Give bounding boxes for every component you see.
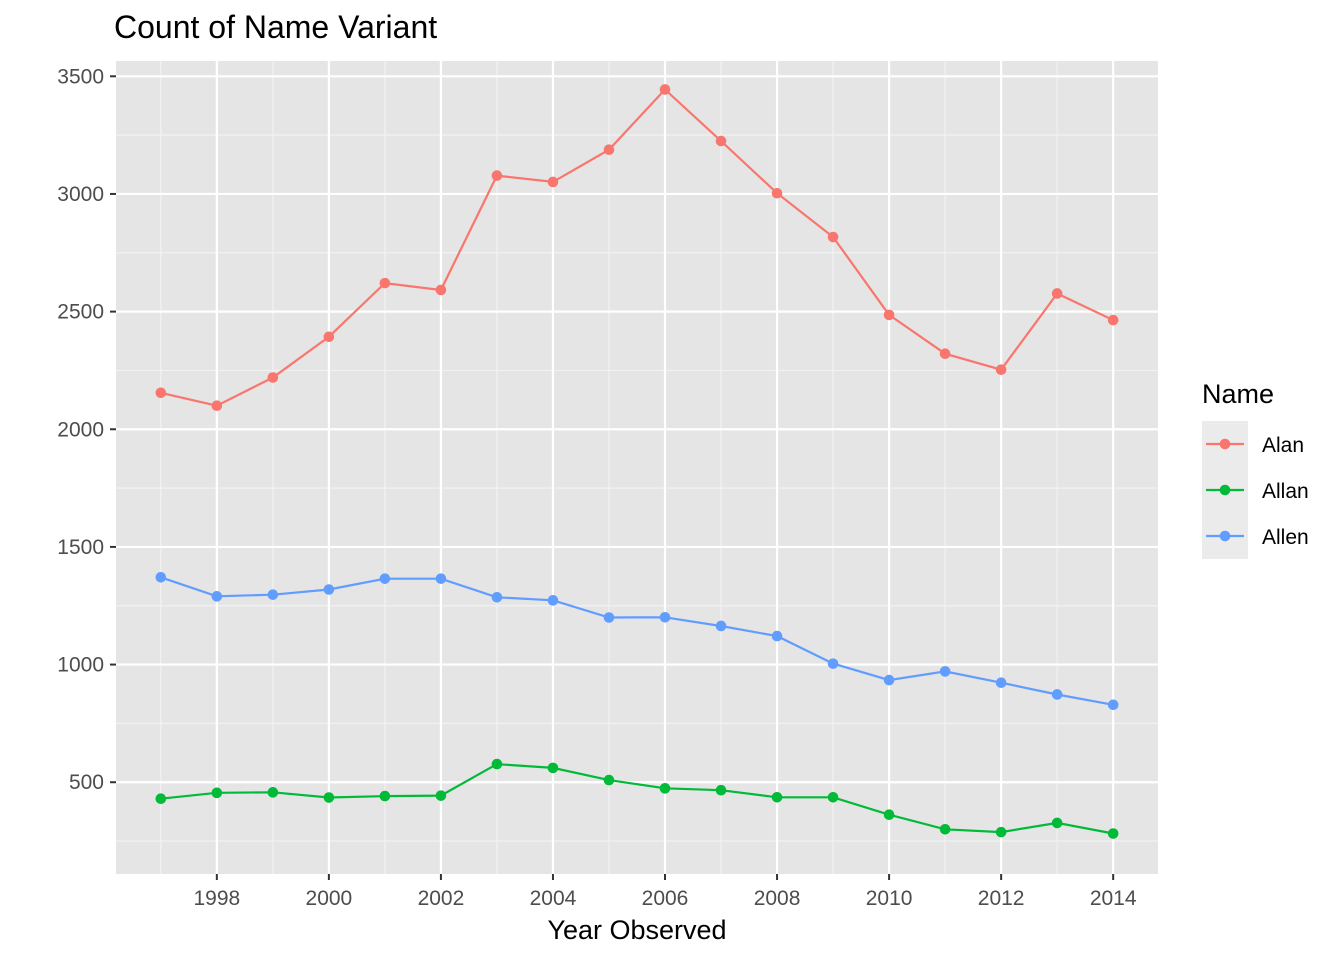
- data-point-alan: [939, 348, 951, 360]
- data-point-alan: [771, 187, 783, 199]
- data-point-alan: [827, 231, 839, 243]
- data-point-allen: [435, 573, 447, 584]
- x-axis-title: Year Observed: [547, 915, 726, 945]
- data-point-alan: [603, 144, 615, 156]
- y-tick-label: 2500: [57, 301, 104, 324]
- data-point-allen: [939, 666, 951, 677]
- data-point-allan: [211, 787, 223, 799]
- x-tick-label: 2004: [530, 887, 577, 910]
- data-point-alan: [715, 135, 727, 147]
- data-point-allen: [1051, 689, 1063, 700]
- legend-label-alan: Alan: [1262, 434, 1304, 457]
- data-point-alan: [883, 309, 895, 321]
- data-point-allan: [659, 783, 671, 794]
- data-point-allan: [155, 793, 167, 805]
- series-line-allen: [160, 576, 1114, 706]
- data-point-alan: [155, 387, 167, 399]
- data-point-alan: [995, 364, 1007, 376]
- data-point-alan: [267, 372, 279, 383]
- legend-point-allan: [1219, 484, 1231, 496]
- data-point-allan: [379, 790, 391, 802]
- y-tick-label: 3500: [57, 65, 104, 88]
- data-point-allan: [995, 826, 1007, 838]
- x-tick-label: 2014: [1090, 887, 1137, 910]
- y-tick-label: 500: [69, 771, 104, 794]
- chart-title: Count of Name Variant: [114, 9, 437, 45]
- data-point-allen: [211, 591, 223, 602]
- series-line-alan: [160, 87, 1114, 407]
- x-tick-label: 2002: [418, 887, 465, 910]
- data-point-alan: [1051, 288, 1063, 299]
- data-point-allen: [155, 571, 167, 583]
- x-tick-label: 2006: [642, 887, 689, 910]
- y-tick-label: 2000: [57, 418, 104, 441]
- x-tick-label: 2000: [306, 887, 353, 910]
- plot-panel: [116, 61, 1158, 874]
- series-line-allan: [160, 762, 1114, 835]
- series-layer: [155, 84, 1119, 839]
- data-point-alan: [379, 277, 391, 289]
- data-point-allen: [715, 620, 727, 632]
- data-point-allen: [379, 573, 391, 584]
- data-point-alan: [491, 170, 503, 181]
- legend-title: Name: [1202, 379, 1274, 409]
- legend-label-allen: Allen: [1262, 526, 1309, 549]
- minor-gridlines: [116, 61, 1158, 874]
- data-point-allan: [1051, 817, 1063, 829]
- data-point-allen: [995, 677, 1007, 688]
- y-axis: 500 1000 1500 2000 2500 3000 3500: [57, 65, 116, 794]
- data-point-allan: [771, 791, 783, 803]
- data-point-allen: [771, 630, 783, 642]
- legend-label-allan: Allan: [1262, 480, 1309, 503]
- data-point-allen: [603, 612, 615, 623]
- legend: Name Alan Allan Allen: [1202, 379, 1309, 559]
- legend-point-alan: [1219, 438, 1231, 450]
- x-axis: 1998 2000 2002 2004 2006 2008 2010 2012 2014: [193, 874, 1137, 910]
- data-point-alan: [323, 331, 335, 343]
- data-point-allan: [883, 809, 895, 821]
- x-tick-label: 2012: [978, 887, 1025, 910]
- data-point-allen: [659, 611, 671, 623]
- x-tick-label: 2008: [754, 887, 801, 910]
- major-gridlines: [116, 61, 1158, 874]
- data-point-allan: [491, 758, 503, 770]
- data-point-allen: [547, 595, 559, 606]
- data-point-alan: [547, 176, 559, 188]
- data-point-allen: [267, 589, 279, 600]
- data-point-allan: [323, 792, 335, 803]
- x-tick-label: 2010: [866, 887, 913, 910]
- y-tick-label: 3000: [57, 183, 104, 206]
- data-point-allan: [827, 791, 839, 803]
- data-point-alan: [435, 284, 447, 296]
- data-point-allen: [1107, 699, 1119, 711]
- data-point-allan: [267, 787, 279, 798]
- data-point-allen: [323, 584, 335, 595]
- data-point-allen: [883, 674, 895, 686]
- data-point-allan: [435, 790, 447, 801]
- data-point-allan: [715, 784, 727, 796]
- data-point-allen: [827, 658, 839, 669]
- x-tick-label: 1998: [193, 887, 240, 910]
- data-point-allan: [603, 774, 615, 786]
- data-point-alan: [211, 400, 223, 412]
- data-point-alan: [659, 84, 671, 95]
- data-point-allan: [547, 762, 559, 774]
- data-point-alan: [1107, 314, 1119, 326]
- y-tick-label: 1000: [57, 654, 104, 677]
- y-tick-label: 1500: [57, 536, 104, 559]
- legend-point-allen: [1219, 530, 1231, 542]
- data-point-allen: [491, 591, 503, 603]
- data-point-allan: [1107, 828, 1119, 839]
- data-point-allan: [939, 823, 951, 835]
